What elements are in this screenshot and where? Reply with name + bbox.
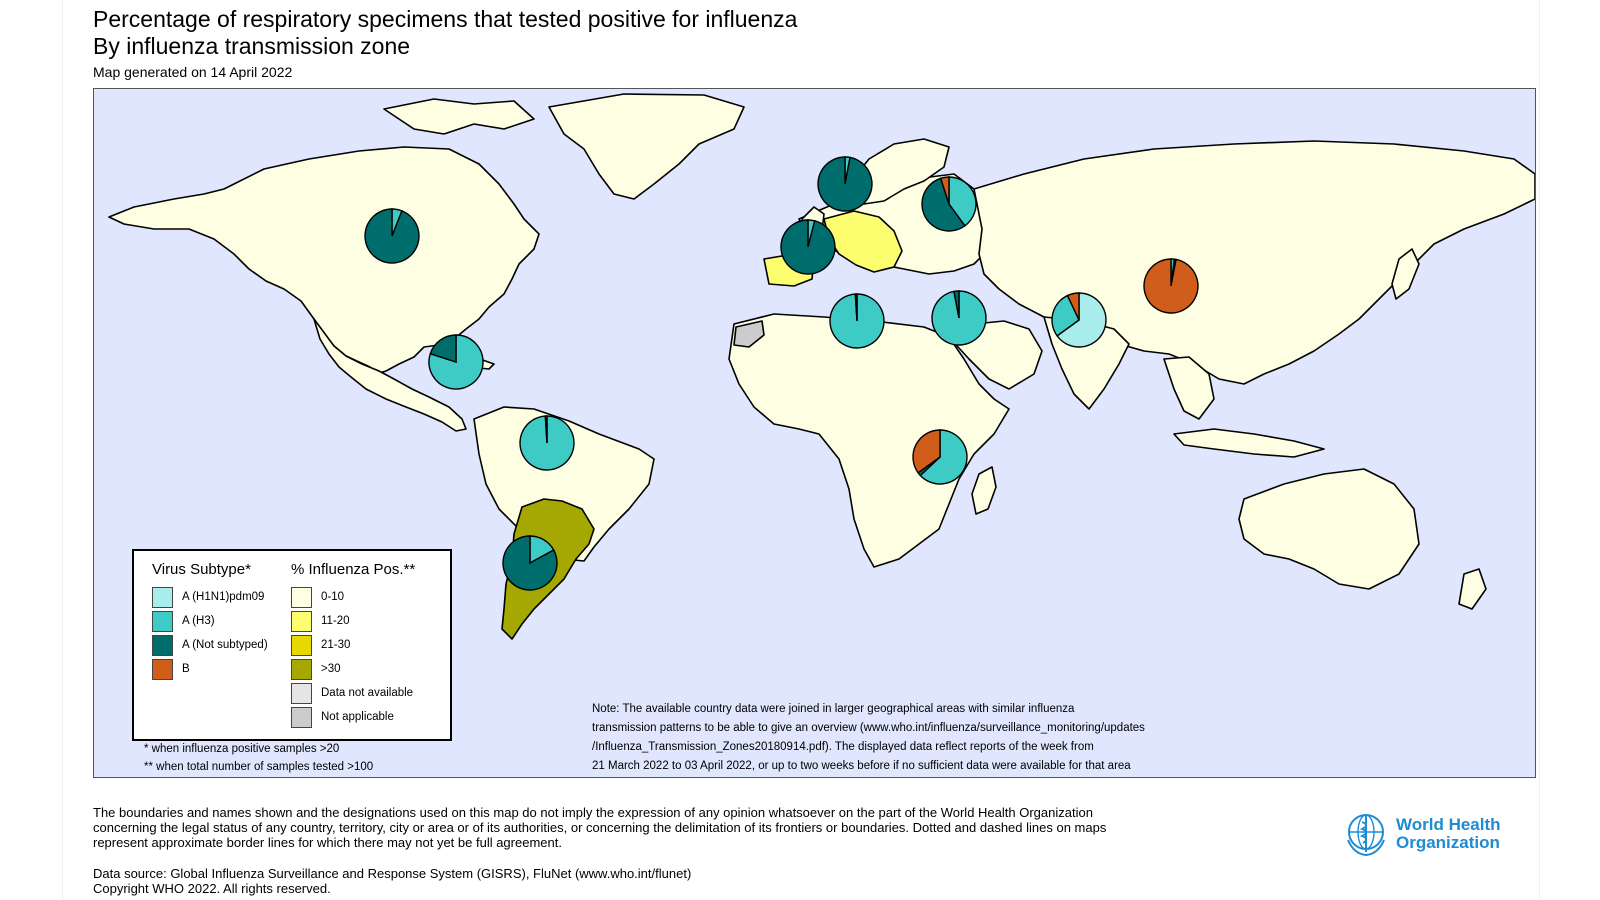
generated-date: Map generated on 14 April 2022 [93,64,293,80]
legend-swatch [152,658,173,680]
land-madagascar [971,466,997,515]
legend-label: >30 [321,663,341,675]
land-australia [1238,468,1420,590]
pie-slice-not-subtyped [502,535,558,591]
note-line-2: transmission patterns to be able to give… [592,722,1145,734]
land-western-sahara [733,320,765,348]
pie-slice-h3 [1051,294,1080,337]
disclaimer-line-3: represent approximate border lines for w… [93,835,562,850]
pie-slice-not-subtyped [817,156,873,212]
legend-subtype-heading: Virus Subtype* [152,561,251,578]
legend-swatch [291,586,312,608]
legend-swatch [152,610,173,632]
land-indonesia [1173,428,1325,458]
legend-label: 11-20 [321,615,350,627]
who-wordmark-line-1: World Health [1396,815,1501,834]
pie-slice-not-subtyped [364,208,420,264]
map-legend: Virus Subtype* % Influenza Pos.** A (H1N… [132,549,452,741]
zone-pie [931,290,987,346]
legend-swatch [291,658,312,680]
map-canvas [108,93,1535,640]
zone-pie [817,156,873,212]
pie-slice-not-subtyped [780,219,836,275]
data-source: Data source: Global Influenza Surveillan… [93,866,692,881]
legend-swatch [291,706,312,728]
note-line-1: Note: The available country data were jo… [592,703,1075,715]
zone-pie [364,208,420,264]
legend-label: A (Not subtyped) [182,639,268,651]
legend-positivity-row: 21-30 [291,634,350,656]
zone-pie [519,415,575,471]
legend-swatch [291,682,312,704]
legend-label: B [182,663,190,675]
note-line-3: /Influenza_Transmission_Zones20180914.pd… [592,741,1094,753]
legend-subtype-row: A (Not subtyped) [152,634,268,656]
legend-label: 21-30 [321,639,351,651]
disclaimer-line-2: concerning the legal status of any count… [93,820,1107,835]
legend-swatch [291,610,312,632]
land-japan [1391,248,1420,300]
land-new-zealand [1458,568,1487,610]
legend-subtype-row: A (H1N1)pdm09 [152,586,264,608]
pie-slice-b [939,176,950,205]
legend-positivity-row: >30 [291,658,341,680]
legend-label: Not applicable [321,711,394,723]
zone-pie [912,429,968,485]
pie-slice-not-subtyped [921,177,966,232]
pie-slice-not-subtyped [953,290,960,319]
zone-pie [780,219,836,275]
legend-label: A (H1N1)pdm09 [182,591,265,603]
zone-pie [428,334,484,390]
legend-positivity-row: 0-10 [291,586,344,608]
legend-positivity-row: 11-20 [291,610,350,632]
pie-slice-not-subtyped [544,415,548,444]
legend-label: 0-10 [321,591,345,603]
land-scandinavia [848,138,950,205]
pie-slice-not-subtyped [429,334,457,363]
legend-positivity-row: Not applicable [291,706,394,728]
land-greenland [548,93,745,200]
legend-label: A (H3) [182,615,215,627]
who-emblem-icon [1347,814,1385,857]
legend-subtype-row: B [152,658,190,680]
map-note: Note: The available country data were jo… [592,700,1212,776]
land-central-america [313,318,467,432]
land-north-america [108,146,540,375]
land-arctic-islands [383,98,535,135]
disclaimer: The boundaries and names shown and the d… [93,805,1193,850]
legend-positivity-row: Data not available [291,682,413,704]
legend-subtype-row: A (H3) [152,610,215,632]
zone-pie [921,176,977,232]
copyright: Copyright WHO 2022. All rights reserved. [93,881,331,896]
zone-pie [1143,258,1199,314]
legend-positivity-heading: % Influenza Pos.** [291,561,416,578]
pie-slice-h1n1 [1056,292,1107,348]
pie-slice-b [1143,258,1199,314]
legend-swatch [291,634,312,656]
who-logo: World Health Organization [1342,808,1512,860]
land-southeast-asia [1163,356,1215,420]
page-title: Percentage of respiratory specimens that… [93,6,798,32]
legend-footnote-2: ** when total number of samples tested >… [144,761,374,773]
legend-label: Data not available [321,687,414,699]
who-wordmark-line-2: Organization [1396,833,1500,852]
zone-pie [829,293,885,349]
pie-slice-b [912,429,941,474]
pie-slice-b [1066,292,1080,321]
page-subtitle: By influenza transmission zone [93,33,411,59]
pie-slice-not-subtyped [854,293,858,322]
legend-footnote-1: * when influenza positive samples >20 [144,743,340,755]
legend-swatch [152,634,173,656]
land-europe-yellow [823,210,903,273]
note-line-4: 21 March 2022 to 03 April 2022, or up to… [592,760,1131,772]
pie-slice-h3 [948,176,977,227]
who-wordmark: World Health Organization [1396,816,1501,852]
legend-swatch [152,586,173,608]
disclaimer-line-1: The boundaries and names shown and the d… [93,805,1093,820]
pie-slice-h3 [919,429,968,485]
zone-pie [502,535,558,591]
zone-pie [1051,292,1107,348]
